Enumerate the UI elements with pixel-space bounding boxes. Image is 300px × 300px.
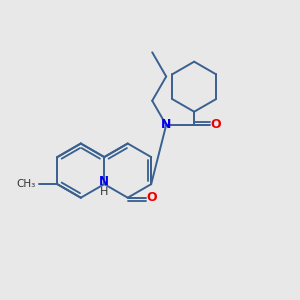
- Text: N: N: [161, 118, 171, 131]
- Text: O: O: [210, 118, 221, 131]
- Text: O: O: [146, 191, 157, 204]
- Text: H: H: [100, 187, 109, 196]
- Text: CH₃: CH₃: [16, 179, 36, 189]
- Text: N: N: [99, 175, 109, 188]
